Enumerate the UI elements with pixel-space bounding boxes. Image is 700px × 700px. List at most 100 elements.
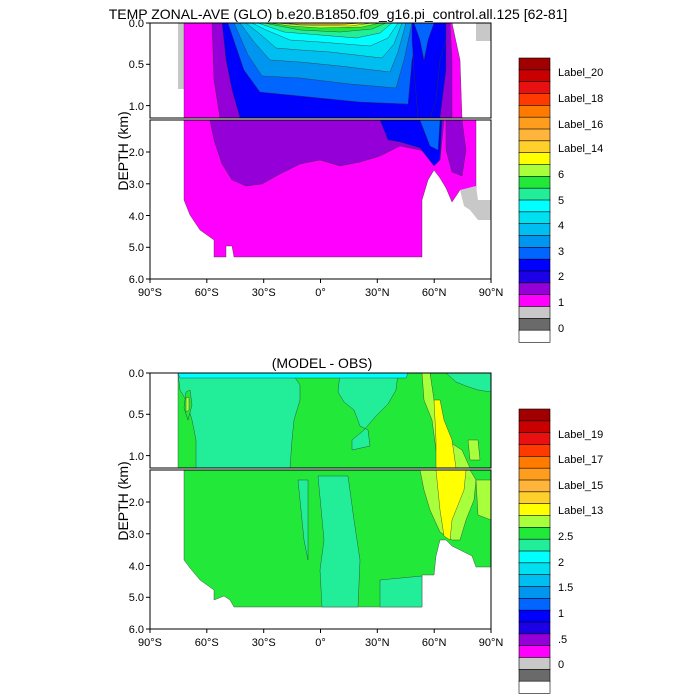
- colorbar-swatch: [518, 621, 551, 635]
- p2-east-lime: [467, 439, 481, 461]
- colorbar-swatch: [518, 247, 551, 260]
- p1-north-deep-blue: [411, 23, 447, 118]
- p2-deep-yellow-north: [435, 470, 467, 541]
- p1-north-blue-tongue: [413, 23, 435, 61]
- p2-colorbar-label-5: 2: [558, 557, 564, 569]
- colorbar-swatch: [518, 444, 551, 457]
- panel-1-upper-y-ticks: [146, 22, 150, 107]
- colorbar-swatch: [518, 128, 551, 142]
- panel-2-title: (MODEL - OBS): [272, 355, 373, 371]
- colorbar-swatch: [518, 456, 551, 469]
- panel-2-lower-y-ticks: [146, 501, 150, 630]
- p2-x-tick-label-5: 60°N: [422, 637, 447, 649]
- p1-y-tick-label-5: 4.0: [129, 211, 144, 223]
- p1-x-tick-label-6: 90°N: [479, 287, 504, 299]
- colorbar-swatch: [518, 270, 551, 284]
- colorbar-swatch: [518, 116, 551, 130]
- colorbar-swatch: [518, 211, 551, 225]
- colorbar-swatch: [518, 479, 551, 493]
- p2-colorbar-label-3: Label_13: [558, 505, 603, 517]
- colorbar-swatch: [518, 503, 551, 517]
- p1-colorbar-label-1: Label_18: [558, 93, 603, 105]
- p2-colorbar-label-1: Label_17: [558, 454, 603, 466]
- p2-y-tick-label-4: 3.0: [129, 529, 144, 541]
- colorbar-swatch: [518, 199, 551, 213]
- p1-colorbar-label-5: 5: [558, 195, 564, 207]
- panel-2-lower-field: [150, 470, 491, 629]
- colorbar-swatch: [518, 105, 551, 118]
- colorbar-swatch: [518, 187, 551, 201]
- p2-cyan-mid: [337, 373, 399, 451]
- p1-x-tick-label-4: 30°N: [365, 287, 390, 299]
- panel-1-x-ticks: [149, 279, 492, 283]
- colorbar-swatch: [518, 294, 551, 308]
- panel-1-lower-field: [150, 120, 491, 279]
- p2-deep-cyan-north: [379, 575, 423, 608]
- colorbar-swatch: [518, 408, 551, 422]
- p2-colorbar-label-9: 0: [558, 659, 564, 671]
- panel-2-upper-y-ticks: [146, 372, 150, 457]
- p2-x-tick-label-0: 90°S: [138, 637, 162, 649]
- p2-cyan-strip: [177, 373, 409, 379]
- panel-1-colorbar: [518, 57, 551, 343]
- p2-colorbar-label-6: 1.5: [558, 582, 573, 594]
- p1-colorbar-label-8: 2: [558, 271, 564, 283]
- colorbar-swatch: [518, 329, 551, 343]
- p2-y-tick-label-0: 0.0: [129, 368, 144, 380]
- p2-colorbar-label-8: .5: [558, 634, 567, 646]
- panel-2-y-label: DEPTH (km): [115, 461, 131, 540]
- p2-colorbar-label-4: 2.5: [558, 531, 573, 543]
- panel-1-upper-field: [150, 23, 491, 118]
- colorbar-swatch: [518, 538, 551, 552]
- p2-cyan-east: [445, 373, 491, 393]
- colorbar-swatch: [518, 550, 551, 564]
- p2-colorbar-label-2: Label_15: [558, 480, 603, 492]
- colorbar-swatch: [518, 69, 551, 83]
- p1-colorbar-label-3: Label_14: [558, 143, 603, 155]
- p1-deep-4C: [419, 120, 441, 151]
- p1-x-tick-label-5: 60°N: [422, 287, 447, 299]
- colorbar-swatch: [518, 527, 551, 540]
- p2-x-tick-label-4: 30°N: [365, 637, 390, 649]
- p2-x-tick-label-3: 0°: [315, 637, 326, 649]
- p2-x-tick-label-6: 90°N: [479, 637, 504, 649]
- p2-x-tick-label-2: 30°S: [252, 637, 276, 649]
- colorbar-swatch: [518, 318, 551, 331]
- colorbar-swatch: [518, 562, 551, 576]
- p1-colorbar-label-9: 1: [558, 297, 564, 309]
- panel-model-minus-obs: (MODEL - OBS): [115, 355, 603, 694]
- p2-y-tick-label-5: 4.0: [129, 561, 144, 573]
- p1-y-tick-label-0: 0.0: [129, 18, 144, 30]
- colorbar-swatch: [518, 574, 551, 588]
- p2-y-tick-label-3: 2.0: [129, 497, 144, 509]
- colorbar-swatch: [518, 258, 551, 272]
- p1-colorbar-label-4: 6: [558, 169, 564, 181]
- panel-1-upper-frame: [149, 22, 492, 119]
- panel-temperature: TEMP ZONAL-AVE (GLO) b.e20.B1850.f09_g16…: [109, 6, 603, 343]
- p2-cyan-block: [177, 373, 301, 468]
- p1-colorbar-label-0: Label_20: [558, 67, 603, 79]
- colorbar-swatch: [518, 598, 551, 611]
- panel-1-y-label: DEPTH (km): [115, 111, 131, 190]
- colorbar-swatch: [518, 164, 551, 177]
- colorbar-swatch: [518, 633, 551, 647]
- colorbar-swatch: [518, 515, 551, 528]
- p1-x-tick-label-0: 90°S: [138, 287, 162, 299]
- p1-y-tick-label-2: 1.0: [129, 101, 144, 113]
- colorbar-swatch: [518, 140, 551, 154]
- colorbar-swatch: [518, 282, 551, 296]
- p1-y-tick-label-3: 2.0: [129, 147, 144, 159]
- p2-colorbar-label-0: Label_19: [558, 429, 603, 441]
- colorbar-swatch: [518, 680, 551, 694]
- panel-2-upper-field: [150, 373, 491, 468]
- colorbar-swatch: [518, 609, 551, 623]
- p1-deep-purple-north: [445, 120, 467, 177]
- p1-x-tick-label-3: 0°: [315, 287, 326, 299]
- p2-y-tick-label-6: 5.0: [129, 592, 144, 604]
- colorbar-swatch: [518, 152, 551, 166]
- colorbar-swatch: [518, 57, 551, 71]
- p2-lime-islet: [185, 396, 190, 413]
- p2-y-tick-label-1: 0.5: [129, 409, 144, 421]
- p1-y-tick-label-1: 0.5: [129, 59, 144, 71]
